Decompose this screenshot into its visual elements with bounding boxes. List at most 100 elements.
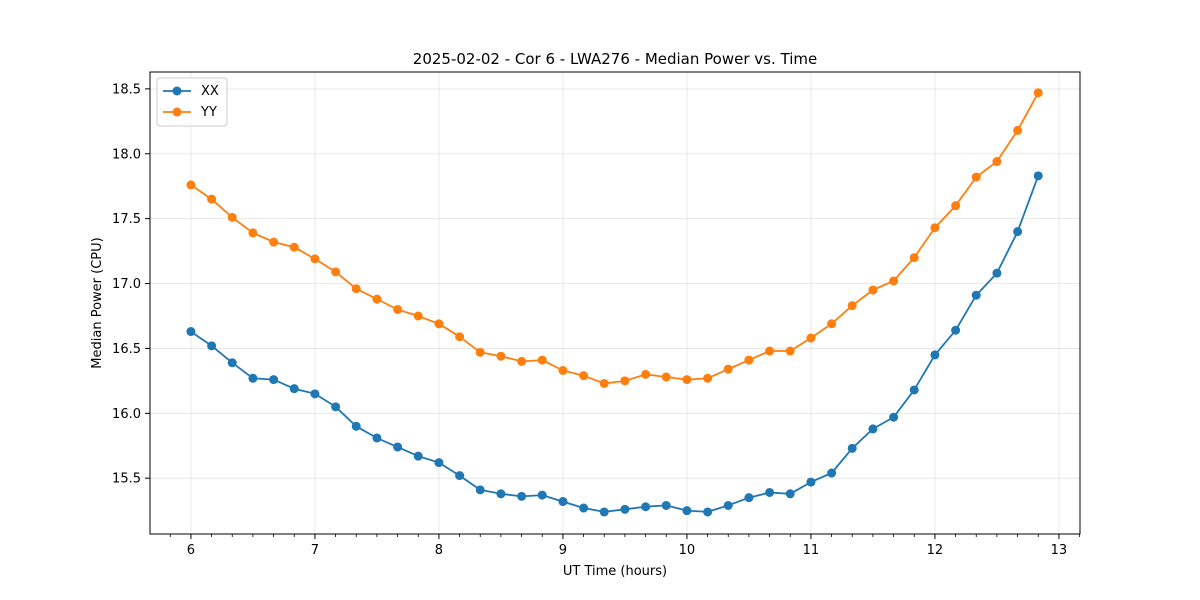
data-point-yy [765, 346, 775, 356]
data-point-xx [847, 443, 857, 453]
plot-area-frame [149, 71, 1081, 535]
data-point-yy [413, 311, 423, 321]
legend-label-yy: YY [200, 105, 217, 120]
data-point-yy [351, 284, 361, 294]
legend-label-xx: XX [201, 84, 219, 99]
data-point-xx [1033, 171, 1043, 181]
data-point-xx [909, 385, 919, 395]
legend-marker-yy [172, 107, 182, 117]
data-point-yy [207, 194, 217, 204]
data-point-yy [971, 172, 981, 182]
data-point-yy [289, 242, 299, 252]
data-point-xx [765, 487, 775, 497]
data-point-xx [744, 493, 754, 503]
data-point-xx [517, 491, 527, 501]
data-point-xx [785, 489, 795, 499]
data-point-xx [413, 451, 423, 461]
data-point-xx [351, 421, 361, 431]
data-point-yy [868, 285, 878, 295]
data-point-xx [682, 506, 692, 516]
data-point-yy [475, 347, 485, 357]
y-tick-label: 18.5 [112, 82, 141, 97]
data-point-xx [227, 358, 237, 368]
data-point-xx [930, 350, 940, 360]
x-tick-label: 13 [1051, 543, 1068, 558]
y-axis: 15.5 16.0 16.5 17.0 17.5 18.0 18.5 [112, 82, 150, 487]
data-point-xx [641, 502, 651, 512]
data-point-yy [186, 180, 196, 190]
x-tick-label: 7 [311, 543, 319, 558]
data-point-yy [661, 372, 671, 382]
y-tick-label: 16.5 [112, 342, 141, 357]
data-point-yy [1013, 125, 1023, 135]
x-tick-label: 8 [435, 543, 443, 558]
data-point-xx [455, 471, 465, 481]
data-point-yy [434, 319, 444, 329]
data-point-yy [558, 365, 568, 375]
data-point-xx [475, 485, 485, 495]
data-point-yy [248, 228, 258, 238]
data-point-yy [599, 378, 609, 388]
data-point-xx [971, 290, 981, 300]
data-point-yy [455, 332, 465, 342]
data-point-yy [827, 319, 837, 329]
data-point-yy [641, 369, 651, 379]
data-point-xx [1013, 227, 1023, 237]
x-axis: 6 7 8 9 10 11 12 13 [169, 534, 1080, 558]
data-point-xx [289, 384, 299, 394]
data-point-xx [868, 424, 878, 434]
data-point-yy [703, 373, 713, 383]
y-tick-label: 17.0 [112, 277, 141, 292]
series-layer [186, 88, 1043, 517]
data-point-xx [827, 468, 837, 478]
data-point-xx [661, 500, 671, 510]
data-point-yy [496, 351, 506, 361]
data-point-xx [889, 412, 899, 422]
data-point-xx [579, 503, 589, 513]
y-tick-label: 18.0 [112, 147, 141, 162]
legend-marker-xx [172, 86, 182, 96]
data-point-yy [744, 355, 754, 365]
data-point-yy [785, 346, 795, 356]
data-point-yy [620, 376, 630, 386]
data-point-xx [992, 268, 1002, 278]
data-point-yy [393, 304, 403, 314]
data-point-xx [806, 477, 816, 487]
data-point-yy [951, 201, 961, 211]
data-point-yy [889, 276, 899, 286]
data-point-yy [517, 356, 527, 366]
data-point-yy [682, 375, 692, 385]
y-tick-label: 15.5 [112, 472, 141, 487]
data-point-xx [269, 375, 279, 385]
x-tick-label: 11 [803, 543, 820, 558]
data-point-yy [227, 212, 237, 222]
data-point-xx [599, 507, 609, 517]
data-point-yy [310, 254, 320, 264]
data-point-yy [269, 237, 279, 247]
data-point-xx [703, 507, 713, 517]
y-tick-label: 16.0 [112, 407, 141, 422]
data-point-xx [393, 442, 403, 452]
data-point-xx [951, 325, 961, 335]
data-point-yy [847, 301, 857, 311]
data-point-xx [558, 497, 568, 507]
x-tick-label: 6 [187, 543, 195, 558]
data-point-xx [310, 389, 320, 399]
data-point-yy [806, 333, 816, 343]
x-tick-label: 9 [559, 543, 567, 558]
data-point-yy [909, 253, 919, 263]
chart-title: 2025-02-02 - Cor 6 - LWA276 - Median Pow… [413, 50, 817, 68]
x-axis-label: UT Time (hours) [563, 564, 667, 579]
data-point-yy [537, 355, 547, 365]
data-point-xx [537, 490, 547, 500]
y-tick-label: 17.5 [112, 212, 141, 227]
x-tick-label: 10 [679, 543, 696, 558]
data-point-yy [372, 294, 382, 304]
y-axis-label: Median Power (CPU) [90, 237, 105, 368]
data-point-xx [372, 433, 382, 443]
data-point-yy [723, 364, 733, 374]
data-point-xx [434, 458, 444, 468]
data-point-xx [620, 504, 630, 514]
data-point-xx [723, 500, 733, 510]
